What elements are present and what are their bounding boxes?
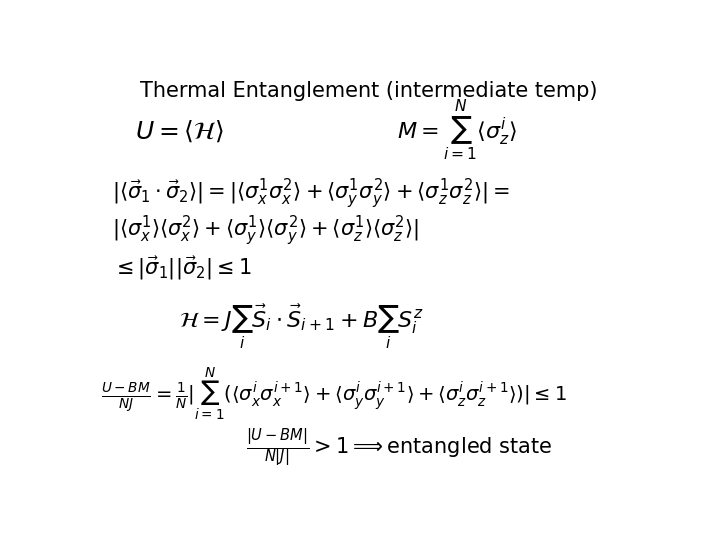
Text: $M = \sum_{i=1}^{N}\langle\sigma_z^i\rangle$: $M = \sum_{i=1}^{N}\langle\sigma_z^i\ran…	[397, 99, 517, 164]
Text: $\mathcal{H} = J\sum_{i} \vec{S}_i \cdot \vec{S}_{i+1} + B\sum_{i} S_i^z$: $\mathcal{H} = J\sum_{i} \vec{S}_i \cdot…	[179, 302, 424, 351]
Text: $|\langle\sigma_x^1\rangle\langle\sigma_x^2\rangle + \langle\sigma_y^1\rangle\la: $|\langle\sigma_x^1\rangle\langle\sigma_…	[112, 214, 419, 248]
Text: $\frac{|U-BM|}{N|J|} > 1 \Longrightarrow \mathrm{entangled\ state}$: $\frac{|U-BM|}{N|J|} > 1 \Longrightarrow…	[246, 426, 553, 469]
Text: $U = \langle\mathcal{H}\rangle$: $U = \langle\mathcal{H}\rangle$	[135, 119, 224, 144]
Text: $\leq |\vec{\sigma}_1||\vec{\sigma}_2| \leq 1$: $\leq |\vec{\sigma}_1||\vec{\sigma}_2| \…	[112, 255, 252, 282]
Text: Thermal Entanglement (intermediate temp): Thermal Entanglement (intermediate temp)	[140, 82, 598, 102]
Text: $\frac{U-BM}{NJ} = \frac{1}{N}|\sum_{i=1}^{N}(\langle\sigma_x^i\sigma_x^{i+1}\ra: $\frac{U-BM}{NJ} = \frac{1}{N}|\sum_{i=1…	[101, 365, 567, 422]
Text: $|\langle\vec{\sigma}_1 \cdot \vec{\sigma}_2\rangle| = |\langle\sigma_x^1\sigma_: $|\langle\vec{\sigma}_1 \cdot \vec{\sigm…	[112, 177, 510, 211]
